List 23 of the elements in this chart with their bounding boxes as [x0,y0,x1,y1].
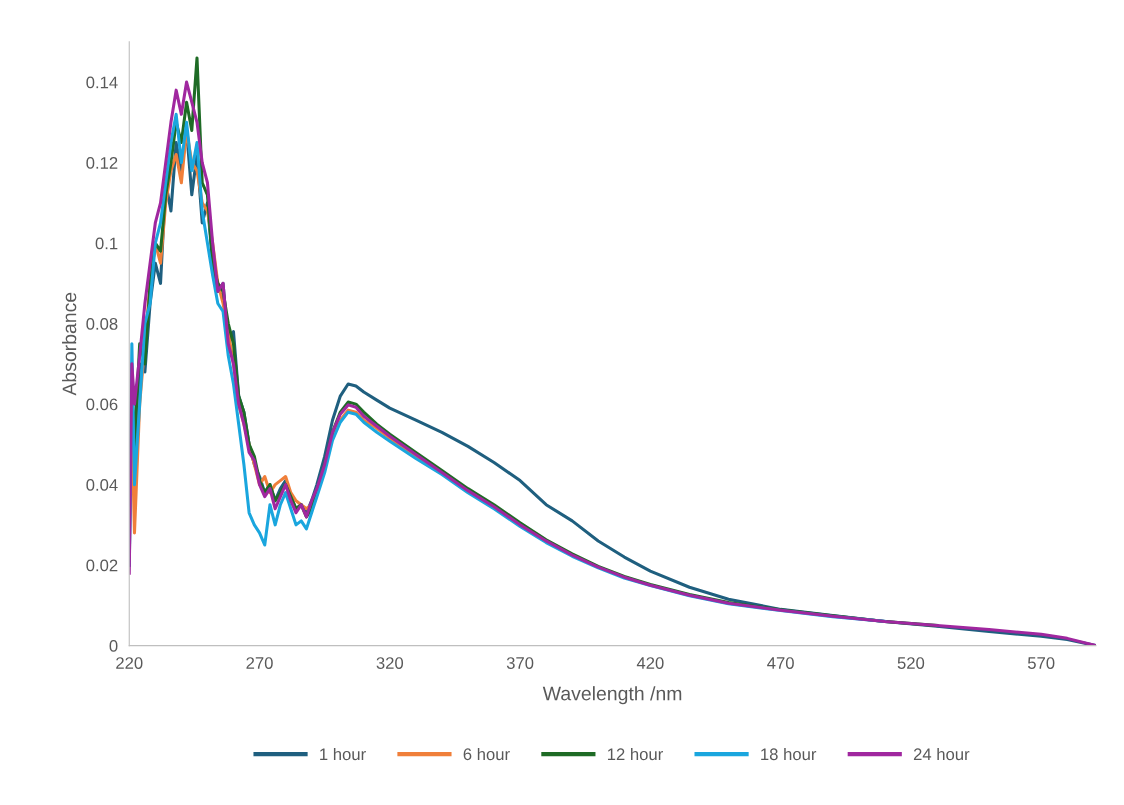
legend-label: 1 hour [320,747,366,761]
y-tick-label: 0.1 [95,237,118,250]
y-axis-title: Absorbance [62,292,77,396]
x-tick-label: 520 [897,657,925,669]
x-tick-label: 270 [246,657,273,669]
y-tick-label: 0.04 [86,479,118,491]
y-tick-label: 0.02 [86,559,118,572]
y-tick-label: 0.06 [86,398,118,411]
y-tick-label: 0 [109,640,118,652]
x-tick-label: 370 [506,657,534,669]
x-tick-label: 420 [636,657,664,669]
legend-label: 18 hour [761,747,817,761]
x-tick-label: 220 [116,657,143,669]
legend-label: 12 hour [607,747,663,761]
y-tick-label: 0.14 [86,76,118,89]
x-tick-label: 320 [376,657,404,669]
x-tick-label: 570 [1027,657,1055,669]
legend-label: 24 hour [913,747,970,761]
legend-label: 6 hour [463,747,510,761]
y-tick-label: 0.12 [86,157,118,169]
x-axis-title: Wavelength /nm [542,686,682,705]
x-tick-label: 470 [767,657,794,669]
y-tick-label: 0.08 [86,318,118,330]
